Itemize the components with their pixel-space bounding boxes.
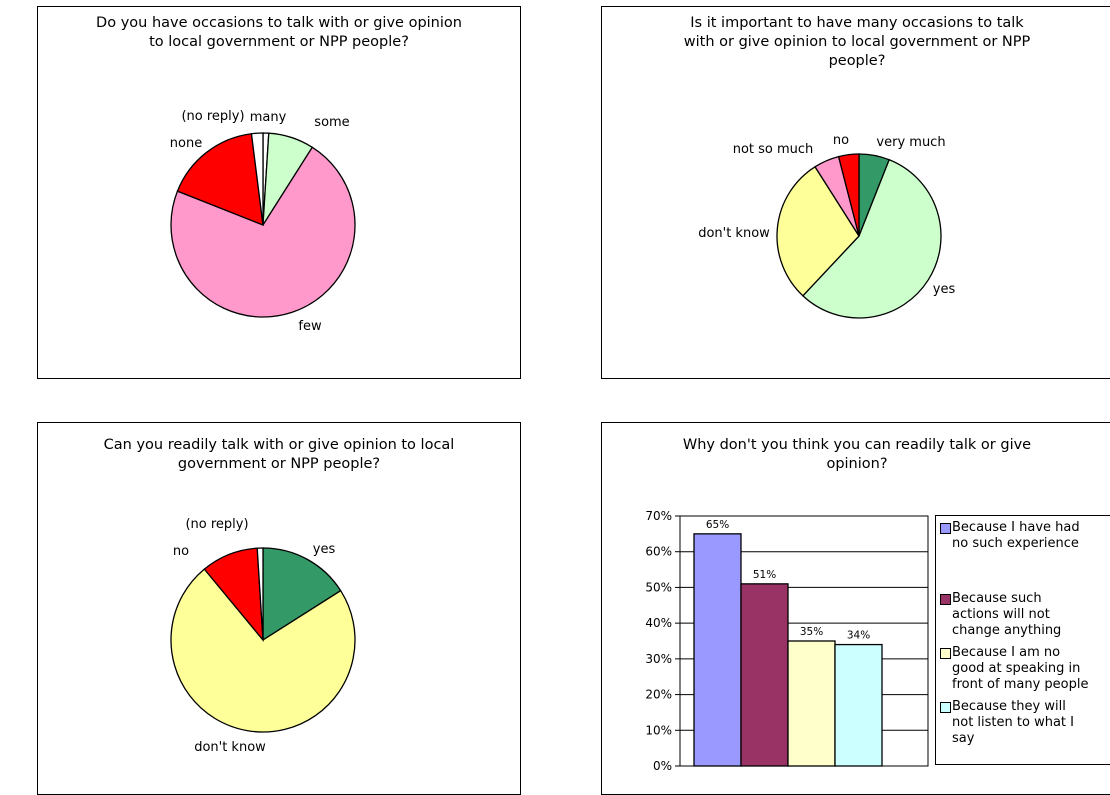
pie-label-none: none — [170, 136, 202, 151]
pie-slice-no-reply — [256, 547, 264, 641]
pie-label-some: some — [314, 115, 349, 130]
pie-label-yes: yes — [313, 542, 336, 557]
pie-label-no-reply: (no reply) — [185, 517, 248, 532]
y-tick-label: 60% — [645, 545, 672, 559]
pie-slice-none — [176, 133, 264, 227]
bar-data-label-1: 65% — [706, 519, 729, 531]
legend-label: Because such actions will not change any… — [952, 591, 1062, 638]
pie-slice-no-reply — [250, 132, 264, 226]
legend-item-no-change: Because such actions will not change any… — [940, 591, 1110, 639]
pie-label-no: no — [173, 544, 189, 559]
bar-data-label-2: 51% — [753, 569, 776, 581]
bar-2 — [740, 583, 789, 767]
pie-label-not-so-much: not so much — [733, 142, 814, 157]
pie-slice-yes — [801, 158, 942, 319]
pie-slice-yes — [262, 547, 342, 642]
pie-label-yes: yes — [933, 282, 956, 297]
pie-label-no-reply: (no reply) — [181, 109, 244, 124]
pie-label-few: few — [298, 319, 322, 334]
chart-title-importance: Is it important to have many occasions t… — [683, 15, 1031, 69]
legend-swatch — [940, 523, 951, 534]
legend-swatch — [940, 702, 951, 713]
bar-3 — [787, 640, 836, 767]
bar-1 — [693, 533, 742, 767]
legend-label: Because they will not listen to what I s… — [952, 699, 1074, 746]
y-tick-label: 0% — [653, 759, 672, 773]
pie-label-no: no — [833, 133, 849, 148]
bar-4 — [834, 643, 883, 767]
pie-label-many: many — [250, 110, 287, 125]
legend-swatch — [940, 594, 951, 605]
legend-label: Because I have had no such experience — [952, 520, 1080, 551]
y-tick-label: 40% — [645, 616, 672, 630]
y-tick-label: 50% — [645, 580, 672, 594]
legend-item-not-listen: Because they will not listen to what I s… — [940, 699, 1110, 747]
pie-slice-no — [837, 153, 860, 237]
pie-slice-few — [170, 146, 356, 318]
bar-data-label-4: 34% — [847, 630, 870, 642]
bar-data-label-3: 35% — [800, 626, 823, 638]
y-tick-label: 30% — [645, 652, 672, 666]
y-tick-label: 10% — [645, 723, 672, 737]
pie-label-very-much: very much — [876, 135, 945, 150]
pie-slice-don-t-know — [776, 165, 860, 297]
y-tick-label: 70% — [645, 509, 672, 523]
legend-item-no-experience: Because I have had no such experience — [940, 520, 1110, 552]
legend-label: Because I am no good at speaking in fron… — [952, 645, 1089, 692]
pie-label-don-t-know: don't know — [194, 740, 266, 755]
y-tick-label: 20% — [645, 688, 672, 702]
pie-label-don-t-know: don't know — [698, 226, 770, 241]
legend-item-speaking: Because I am no good at speaking in fron… — [940, 645, 1110, 693]
chart-title-readily-talk: Can you readily talk with or give opinio… — [103, 437, 455, 472]
chart-title-occasions: Do you have occasions to talk with or gi… — [96, 15, 462, 50]
bar-chart-legend: Because I have had no such experience Be… — [935, 515, 1110, 765]
chart-title-reasons: Why don't you think you can readily talk… — [682, 437, 1032, 472]
pie-slice-don-t-know — [170, 568, 356, 733]
legend-swatch — [940, 648, 951, 659]
